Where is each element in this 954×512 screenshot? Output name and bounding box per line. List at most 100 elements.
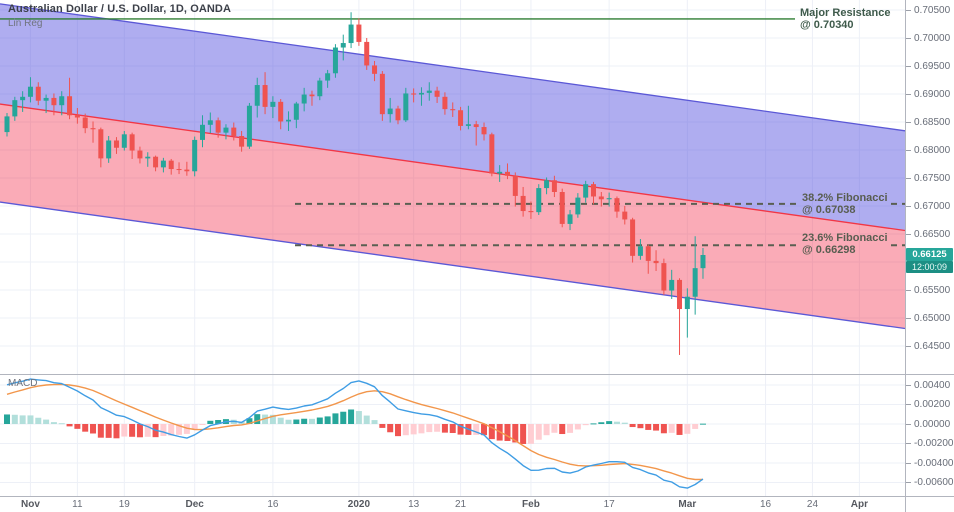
- macd-histogram-bar: [473, 424, 480, 435]
- candle-body: [340, 43, 346, 48]
- candle-body: [113, 140, 119, 148]
- macd-histogram-bar: [176, 424, 183, 435]
- linreg-indicator-label[interactable]: Lin Reg: [8, 18, 43, 29]
- candle-body: [700, 255, 706, 269]
- macd-histogram-bar: [191, 424, 198, 430]
- price-axis-label: 0.65000: [906, 312, 950, 324]
- time-axis-label: Apr: [850, 499, 868, 510]
- candle-body: [137, 150, 143, 159]
- macd-histogram-bar: [277, 417, 284, 424]
- time-axis-label: 19: [118, 499, 130, 510]
- candle-body: [301, 94, 307, 104]
- level-lines: [0, 18, 905, 247]
- macd-axis-label: -0.00200: [906, 438, 953, 450]
- axis-tick: [906, 289, 911, 291]
- axis-tick: [906, 205, 911, 207]
- macd-histogram-bar: [567, 424, 574, 433]
- macd-histogram-bar: [410, 424, 417, 435]
- candle-body: [536, 188, 542, 213]
- time-axis-label: Mar: [678, 499, 697, 510]
- candle-body: [458, 110, 464, 126]
- time-axis-label: 11: [72, 499, 83, 510]
- macd-histogram-bar: [653, 424, 660, 431]
- fib-236-annotation-title: 23.6% Fibonacci: [802, 232, 888, 244]
- macd-histogram-bar: [11, 414, 18, 424]
- candle-body: [653, 260, 659, 264]
- candle-body: [145, 156, 151, 159]
- macd-histogram-bar: [58, 423, 65, 425]
- channel-lower-line: [0, 201, 906, 330]
- axis-tick: [906, 37, 911, 39]
- candle-body: [332, 47, 338, 74]
- macd-histogram-bar: [144, 424, 151, 437]
- fib-382-annotation-price: @ 0.67038: [802, 204, 856, 216]
- candle-body: [192, 139, 198, 172]
- fib-236-annotation: 23.6% Fibonacci @ 0.66298: [802, 232, 888, 256]
- macd-histogram-bar: [50, 422, 57, 424]
- macd-signal-line: [6, 383, 703, 481]
- time-axis-label: Dec: [185, 499, 204, 510]
- candle-body: [207, 120, 213, 125]
- axis-tick: [906, 384, 911, 386]
- candle-body: [575, 197, 581, 215]
- macd-histogram-bar: [395, 424, 401, 437]
- macd-histogram-bar: [113, 424, 120, 439]
- axis-tick: [906, 149, 911, 151]
- candle-body: [497, 171, 503, 174]
- macd-histogram-bar: [402, 424, 409, 436]
- macd-histogram-bar: [606, 421, 613, 424]
- time-axis-label: 2020: [347, 499, 371, 510]
- candle-body: [372, 65, 378, 74]
- bar-countdown-badge: 12:00:09: [906, 261, 953, 273]
- macd-histogram-bar: [316, 417, 323, 424]
- macd-histogram-bar: [504, 424, 511, 441]
- candle-body: [567, 214, 573, 224]
- candle-body: [129, 134, 135, 151]
- macd-axis-label: 0.00400: [906, 379, 950, 391]
- candle-body: [20, 96, 26, 101]
- macd-histogram-bar: [301, 418, 308, 424]
- candle-body: [387, 108, 393, 115]
- macd-histogram-bar: [559, 424, 566, 435]
- fib-382-annotation: 38.2% Fibonacci @ 0.67038: [802, 192, 888, 216]
- resistance-annotation-title: Major Resistance: [800, 7, 891, 19]
- macd-histogram-bar: [82, 424, 89, 432]
- candle-body: [270, 101, 276, 107]
- macd-histogram-bar: [434, 424, 441, 432]
- macd-indicator-label[interactable]: MACD: [8, 378, 38, 389]
- macd-histogram-bar: [324, 416, 331, 424]
- grid: [0, 0, 905, 496]
- macd-histogram-bar: [293, 419, 300, 424]
- macd-histogram-bar: [676, 424, 683, 435]
- macd-histogram-bar: [348, 409, 355, 424]
- candle-body: [239, 136, 245, 147]
- candle-body: [200, 124, 205, 140]
- axis-tick: [906, 93, 911, 95]
- price-axis-label: 0.69000: [906, 88, 950, 100]
- axis-tick: [906, 345, 911, 347]
- candlestick-series: [4, 12, 706, 355]
- macd-histogram-bar: [27, 415, 34, 424]
- axis-tick: [906, 9, 911, 11]
- candle-body: [645, 246, 651, 261]
- bar-countdown-value: 12:00:09: [911, 262, 948, 272]
- channel-lower-fill: [0, 104, 905, 329]
- resistance-annotation: Major Resistance @ 0.70340: [800, 7, 890, 31]
- candle-body: [379, 73, 385, 115]
- candle-body: [661, 263, 667, 291]
- axis-tick: [906, 121, 911, 123]
- macd-axis-label: 0.00200: [906, 399, 950, 411]
- symbol-title[interactable]: Australian Dollar / U.S. Dollar, 1D, OAN…: [8, 3, 232, 15]
- macd-histogram-bar: [660, 424, 667, 434]
- candle-body: [309, 94, 315, 97]
- macd-histogram-bar: [66, 424, 73, 427]
- axis-tick: [906, 177, 911, 179]
- candle-body: [489, 134, 495, 174]
- macd-line: [6, 378, 704, 489]
- candle-body: [82, 117, 88, 129]
- macd-histogram-bar: [371, 420, 378, 424]
- macd-histogram-bar: [590, 423, 597, 425]
- candle-body: [215, 120, 221, 133]
- macd-histogram-bar: [35, 417, 42, 424]
